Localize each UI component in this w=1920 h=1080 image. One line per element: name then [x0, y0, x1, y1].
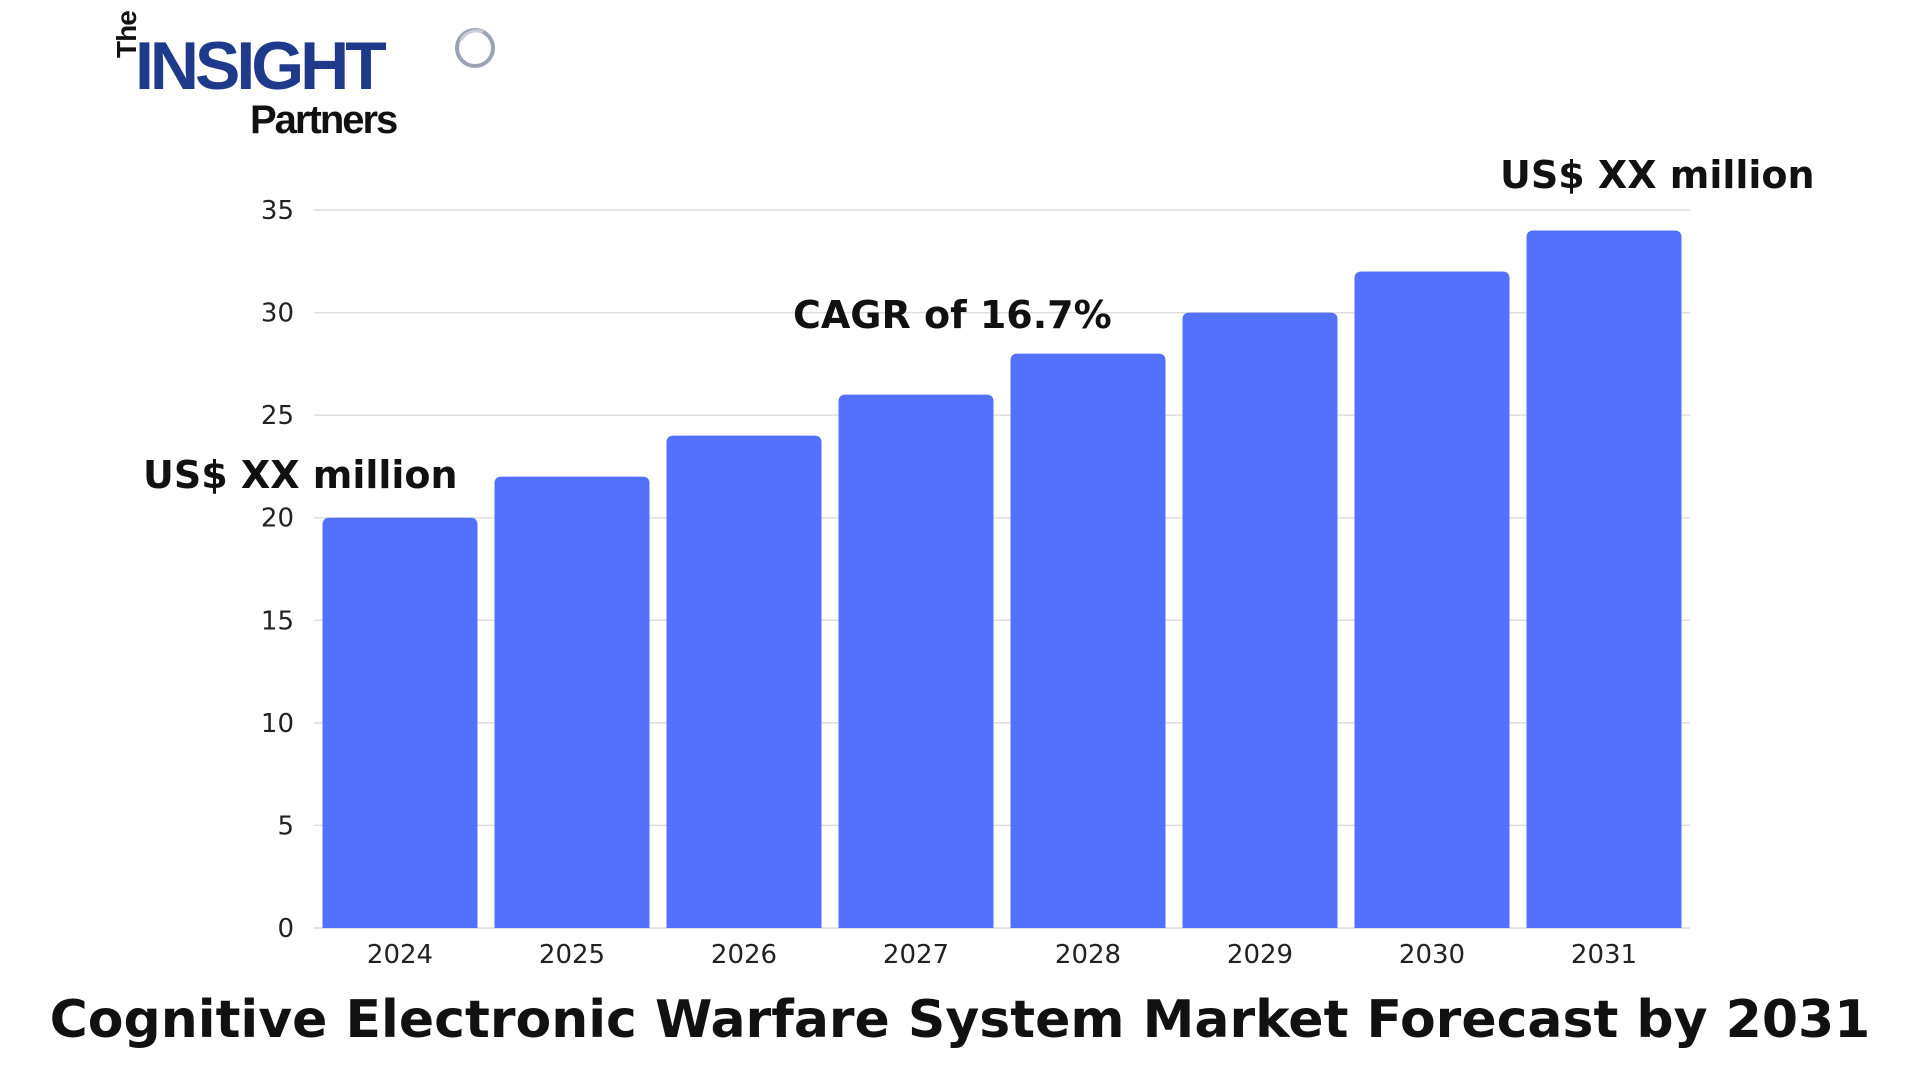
bar-2030 — [1354, 271, 1510, 928]
chart-title: Cognitive Electronic Warfare System Mark… — [49, 990, 1871, 1050]
x-tick-label: 2031 — [1571, 940, 1637, 970]
bar-2029 — [1182, 312, 1338, 929]
y-tick-label: 0 — [277, 914, 294, 944]
y-tick-label: 35 — [261, 196, 294, 226]
y-tick-label: 30 — [261, 299, 294, 329]
annotation-cagr: CAGR of 16.7% — [793, 293, 1112, 337]
x-tick-label: 2025 — [539, 940, 605, 970]
y-tick-label: 20 — [261, 504, 294, 534]
logo-insight: INSIGHT — [135, 28, 387, 104]
bar-2028 — [1010, 353, 1166, 929]
annotation-end-value: US$ XX million — [1500, 153, 1815, 197]
x-tick-label: 2024 — [367, 940, 433, 970]
bar-2025 — [494, 476, 650, 928]
bars — [322, 230, 1682, 929]
bar-2026 — [666, 435, 822, 928]
x-tick-label: 2027 — [883, 940, 949, 970]
y-tick-label: 15 — [261, 606, 294, 636]
y-tick-label: 5 — [277, 811, 294, 841]
bar-2031 — [1526, 230, 1682, 928]
logo-partners: Partners — [250, 98, 398, 142]
x-tick-label: 2029 — [1227, 940, 1293, 970]
brand-logo: The INSIGHT Partners — [105, 11, 495, 148]
y-tick-label: 10 — [261, 709, 294, 739]
x-axis: 2024 2025 2026 2027 2028 2029 2030 2031 — [367, 940, 1637, 970]
x-tick-label: 2030 — [1399, 940, 1465, 970]
x-tick-label: 2026 — [711, 940, 777, 970]
y-axis: 0 5 10 15 20 25 30 35 — [261, 196, 294, 944]
x-tick-label: 2028 — [1055, 940, 1121, 970]
annotation-start-value: US$ XX million — [143, 453, 458, 497]
y-tick-label: 25 — [261, 401, 294, 431]
bar-2027 — [838, 394, 994, 929]
magnifier-icon — [455, 28, 495, 68]
bar-2024 — [322, 517, 478, 928]
